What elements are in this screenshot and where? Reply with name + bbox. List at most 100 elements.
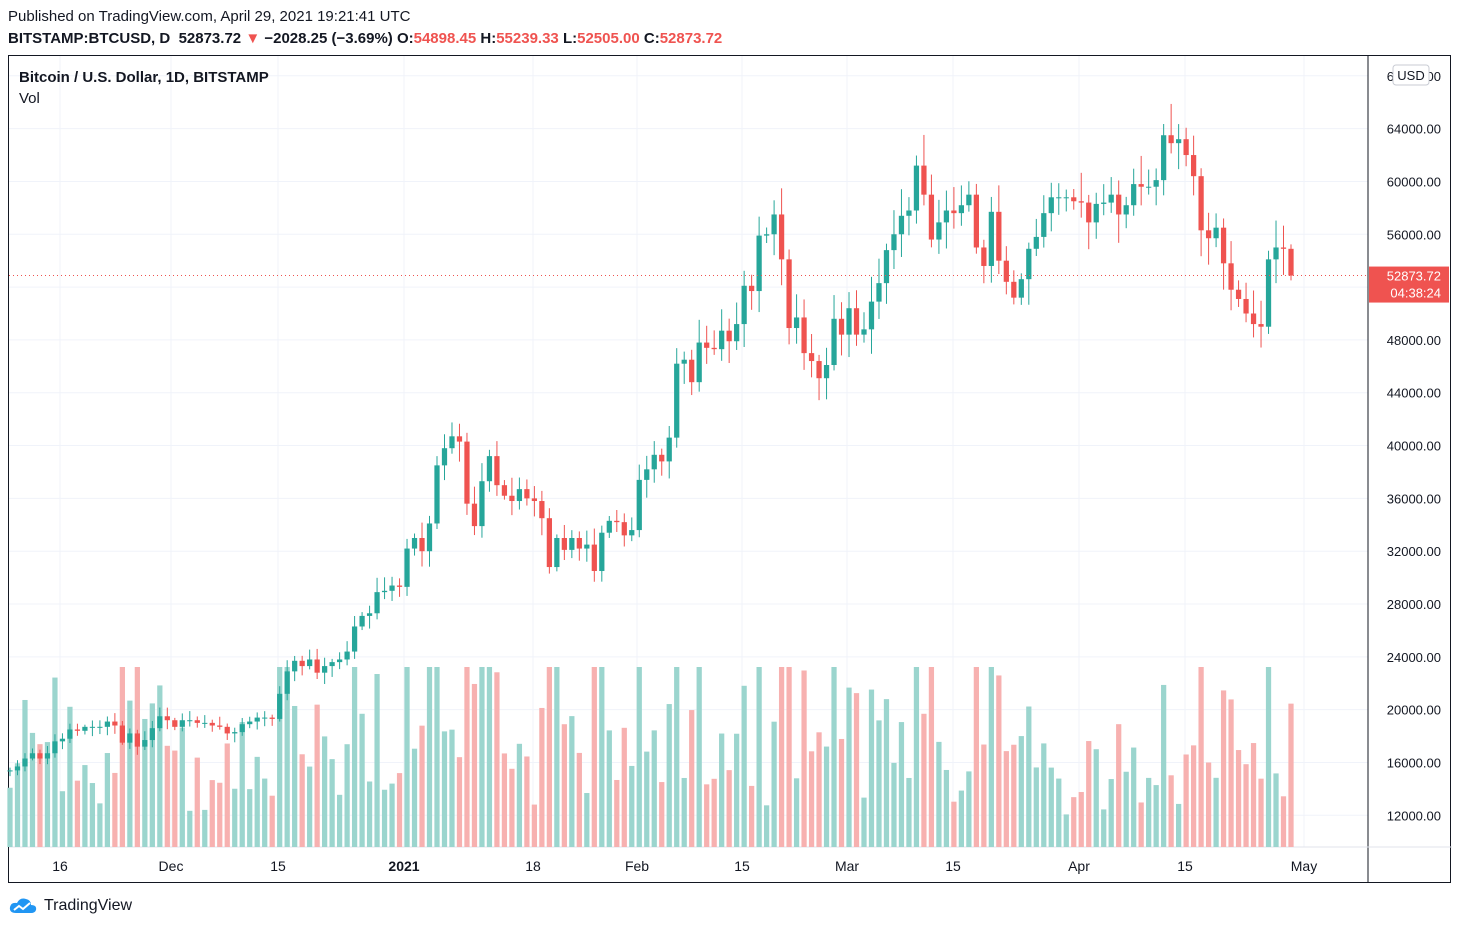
candle-body (816, 361, 822, 379)
candle-body (14, 766, 21, 771)
volume-bar (292, 705, 298, 847)
volume-bar (666, 704, 672, 847)
candle-body (1048, 197, 1054, 214)
volume-bar (82, 765, 88, 847)
y-tick-label: 36000.00 (1387, 491, 1441, 506)
candle-body (719, 330, 725, 350)
volume-bar (67, 706, 73, 847)
volume-bar (419, 725, 425, 847)
candle-body (277, 693, 283, 719)
x-tick-label: Mar (835, 858, 859, 874)
candle-body (1063, 197, 1069, 199)
y-tick-label: 48000.00 (1387, 333, 1441, 348)
candle-body (1258, 324, 1264, 327)
candle-body (1101, 202, 1107, 204)
volume-bar (756, 667, 762, 847)
volume-bar (771, 721, 777, 847)
volume-bar (973, 667, 979, 847)
candle-body (681, 359, 687, 364)
legend-title: Bitcoin / U.S. Dollar, 1D, BITSTAMP (19, 69, 269, 86)
candle-body (44, 753, 51, 759)
volume-bar (1176, 803, 1182, 847)
candle-body (1011, 281, 1017, 298)
volume-bar (1198, 667, 1204, 847)
volume-bar (644, 751, 650, 847)
volume-bar (404, 667, 410, 847)
x-tick-label: 2021 (388, 858, 419, 874)
candle-body (344, 651, 350, 660)
candle-body (704, 342, 710, 348)
x-tick-label: Dec (159, 858, 184, 874)
candle-body (599, 532, 605, 572)
volume-bar (194, 757, 200, 847)
volume-bar (726, 770, 732, 847)
candle-body (644, 469, 650, 480)
last-price: 52873.72 (178, 30, 242, 47)
candle-body (636, 479, 642, 531)
volume-bar (1003, 751, 1009, 847)
candle-body (853, 308, 860, 335)
chart-frame[interactable] (8, 55, 1451, 883)
volume-bar (531, 804, 538, 847)
candle-body (1056, 197, 1062, 199)
candle-body (381, 590, 388, 593)
candle-body (232, 732, 238, 734)
volume-bar (277, 667, 283, 847)
candle-body (284, 671, 290, 694)
candle-body (1153, 180, 1159, 187)
volume-bar (554, 667, 560, 847)
low-label: L: (562, 30, 578, 47)
volume-bar (734, 733, 740, 847)
candle-body (1161, 135, 1167, 181)
candle-body (247, 721, 253, 725)
candle-body (104, 721, 111, 727)
candle-body (921, 165, 927, 195)
volume-bar (157, 685, 163, 847)
candle-body (621, 522, 627, 536)
candle-body (689, 359, 695, 383)
volume-bar (1071, 797, 1077, 847)
tradingview-logo[interactable]: TradingView (8, 897, 132, 915)
volume-bar (479, 667, 485, 847)
volume-bar (1250, 743, 1257, 847)
candle-body (1190, 155, 1197, 177)
candle-body (801, 317, 807, 354)
candle-body (554, 537, 560, 568)
volume-bar (501, 753, 508, 847)
candle-body (973, 194, 979, 248)
candle-body (1280, 247, 1287, 249)
candle-body (846, 308, 852, 335)
volume-bar (1093, 749, 1099, 847)
volume-bar (1018, 736, 1024, 847)
candle-body (322, 666, 328, 673)
candle-body (157, 716, 163, 729)
candle-body (112, 721, 118, 726)
candle-body (936, 222, 942, 240)
volume-bar (1048, 767, 1054, 847)
candle-body (569, 537, 575, 550)
candle-body (606, 520, 612, 533)
volume-bar (344, 744, 350, 847)
x-tick-label: Feb (625, 858, 649, 874)
candle-body (1250, 313, 1257, 325)
volume-bar (763, 805, 770, 847)
y-tick-label: 44000.00 (1387, 386, 1441, 401)
candle-body (1138, 184, 1144, 187)
candle-body (891, 234, 897, 251)
candle-body (1265, 259, 1272, 327)
volume-bar (1228, 699, 1234, 847)
candle-body (831, 318, 837, 366)
volume-bar (674, 667, 680, 847)
volume-bar (793, 778, 800, 847)
x-tick-label: 15 (945, 858, 961, 874)
candle-body (696, 342, 702, 383)
volume-bar (202, 809, 208, 847)
candle-body (29, 753, 36, 759)
volume-bar (1056, 778, 1062, 847)
volume-bar (179, 727, 185, 847)
volume-bar (232, 788, 238, 847)
candle-body (726, 330, 732, 342)
volume-bar (1168, 775, 1174, 847)
candle-body (951, 210, 957, 214)
